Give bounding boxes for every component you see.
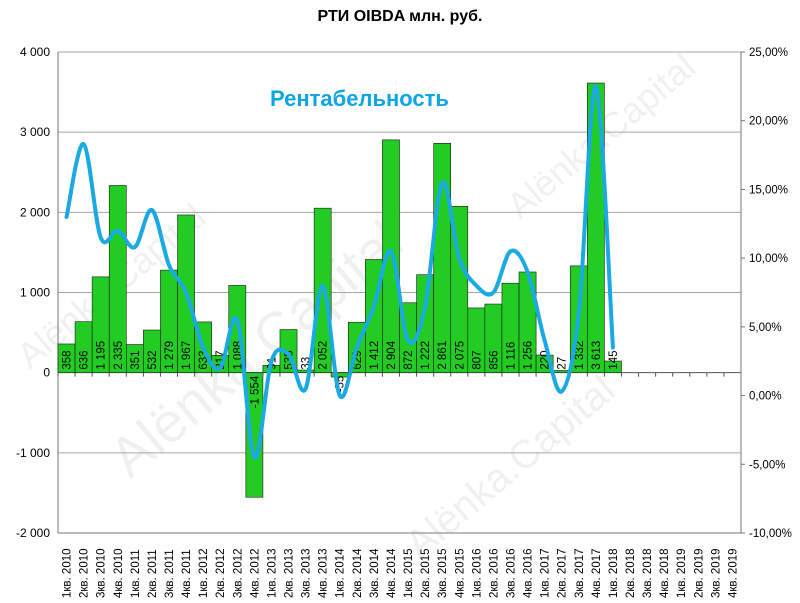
bar: [433, 143, 452, 373]
x-tick-label: 1кв. 2013: [266, 548, 278, 598]
x-tick-label: 1кв. 2016: [471, 548, 483, 598]
x-tick-label: 4кв. 2012: [249, 548, 261, 598]
x-tick-label: 4кв. 2017: [591, 548, 603, 598]
x-tick-label: 1кв. 2019: [676, 548, 688, 598]
bar: [604, 360, 622, 373]
x-tick-label: 1кв. 2011: [130, 549, 142, 598]
y-left-tick-label: -2 000: [16, 526, 50, 540]
x-tick-label: 4кв. 2011: [181, 549, 193, 598]
y-right-tick-label: 25,00%: [749, 47, 788, 59]
data-label: 532: [147, 350, 159, 369]
x-tick-label: 2кв. 2010: [79, 548, 91, 598]
x-tick-label: 3кв. 2016: [505, 548, 517, 598]
profitability-line: [64, 84, 615, 460]
x-tick-label: 3кв. 2015: [437, 548, 449, 598]
x-tick-label: 3кв. 2010: [96, 548, 108, 598]
y-right-tick-label: 20,00%: [749, 116, 788, 128]
x-tick-label: 2кв. 2017: [557, 548, 569, 598]
data-label: 2 904: [386, 340, 398, 369]
x-tick-label: 4кв. 2015: [454, 548, 466, 598]
x-tick-label: 4кв. 2014: [386, 548, 398, 598]
x-tick-label: 4кв. 2019: [727, 548, 739, 598]
x-tick-label: 1кв. 2014: [335, 548, 347, 598]
y-right-tick-label: 5,00%: [749, 322, 782, 334]
x-tick-label: 3кв. 2014: [369, 548, 381, 598]
x-tick-label: 2кв. 2019: [693, 548, 705, 598]
data-label: 3 613: [591, 341, 603, 370]
x-tick-label: 2кв. 2014: [352, 548, 364, 598]
x-tick-label: 1кв. 2018: [608, 548, 620, 598]
y-left-tick-label: 1 000: [20, 286, 50, 300]
y-right-tick-label: -5,00%: [749, 459, 785, 471]
x-tick-label: 4кв. 2016: [523, 548, 535, 598]
y-right-tick-label: -10,00%: [749, 528, 792, 540]
x-tick-label: 2кв. 2012: [215, 548, 227, 598]
x-tick-label: 4кв. 2013: [318, 548, 330, 598]
data-label: 1 116: [505, 342, 517, 370]
x-tick-label: 4кв. 2010: [113, 548, 125, 598]
x-tick-label: 1кв. 2017: [540, 548, 552, 598]
data-label: 351: [130, 350, 142, 369]
y-right-tick-label: 10,00%: [749, 253, 788, 265]
chart-title: РТИ OIBDA млн. руб.: [317, 8, 483, 25]
data-label: -1 554: [249, 375, 261, 408]
x-tick-label: 1кв. 2015: [403, 548, 415, 598]
data-label: 358: [62, 350, 74, 369]
x-tick-label: 2кв. 2013: [284, 548, 296, 598]
data-label: 145: [608, 350, 620, 369]
data-label: 1 256: [523, 341, 535, 370]
data-label: 2 335: [113, 341, 125, 370]
y-left-tick-label: 4 000: [20, 45, 50, 59]
x-tick-label: 3кв. 2019: [710, 548, 722, 598]
data-label: 1 279: [164, 341, 176, 370]
x-tick-label: 1кв. 2010: [62, 548, 74, 598]
data-label: 636: [79, 350, 91, 369]
data-label: 1 195: [96, 341, 108, 370]
bar: [587, 82, 605, 373]
x-tick-label: 3кв. 2012: [232, 548, 244, 598]
data-label: 872: [403, 350, 415, 369]
y-left-tick-label: 0: [43, 366, 50, 380]
y-left-tick-label: 2 000: [20, 205, 50, 219]
bar: [245, 372, 264, 498]
data-label: 2 075: [454, 341, 466, 370]
x-tick-label: 3кв. 2013: [301, 548, 313, 598]
bar: [313, 207, 332, 373]
data-label: 807: [471, 350, 483, 369]
x-tick-label: 2кв. 2015: [420, 548, 432, 598]
data-label: 1 222: [420, 341, 432, 370]
x-tick-label: 3кв. 2017: [574, 548, 586, 598]
data-label: 27: [557, 357, 569, 370]
data-label: 1 967: [181, 341, 193, 370]
data-label: 2 861: [437, 341, 449, 370]
x-tick-label: 1кв. 2012: [198, 548, 210, 598]
y-left-tick-label: 3 000: [20, 125, 50, 139]
data-label: 856: [488, 350, 500, 369]
profitability-label: Рентабельность: [270, 86, 449, 111]
x-tick-label: 3кв. 2018: [642, 548, 654, 598]
y-right-tick-label: 15,00%: [749, 184, 788, 196]
y-right-tick-label: 0,00%: [749, 391, 782, 403]
data-label: 1 412: [369, 341, 381, 370]
x-tick-label: 2кв. 2016: [488, 548, 500, 598]
watermark-text: Alёnka.Capital: [398, 367, 624, 567]
data-label: 2 052: [318, 341, 330, 370]
x-tick-label: 4кв. 2018: [659, 548, 671, 598]
y-left-tick-label: -1 000: [16, 446, 50, 460]
x-tick-label: 2кв. 2018: [625, 548, 637, 598]
data-label: 1 332: [574, 341, 586, 370]
x-tick-label: 2кв. 2011: [147, 549, 159, 598]
x-tick-label: 3кв. 2011: [164, 549, 176, 598]
